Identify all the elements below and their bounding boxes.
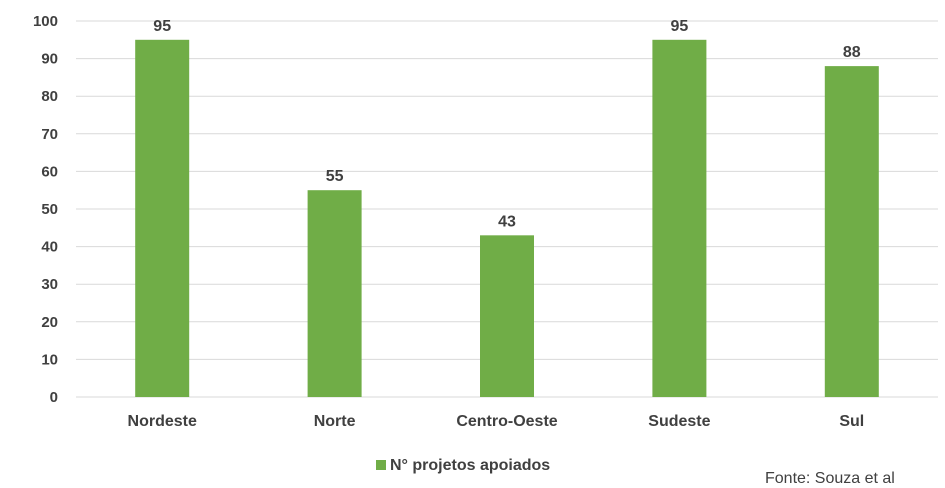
data-label: 88 <box>843 44 861 61</box>
y-tick-label: 60 <box>41 163 58 180</box>
y-tick-label: 0 <box>50 389 58 406</box>
x-axis-categories: Nordeste Norte Centro-Oeste Sudeste Sul <box>128 413 865 430</box>
x-category-label: Nordeste <box>128 413 197 430</box>
data-label: 43 <box>498 213 516 230</box>
bar <box>480 235 534 397</box>
data-label: 95 <box>671 18 689 35</box>
x-category-label: Sul <box>839 413 864 430</box>
y-tick-label: 40 <box>41 239 58 256</box>
source-note: Fonte: Souza et al <box>765 470 895 487</box>
bar <box>307 190 362 397</box>
data-label: 55 <box>326 168 344 185</box>
y-axis-ticks: 0 10 20 30 40 50 60 70 80 90 100 <box>33 13 58 406</box>
data-labels: 95 55 43 95 88 <box>153 18 860 231</box>
legend-swatch <box>376 460 386 470</box>
bars <box>135 39 879 398</box>
legend-label: N° projetos apoiados <box>390 457 550 474</box>
bar <box>135 39 190 398</box>
y-tick-label: 70 <box>41 126 58 143</box>
y-tick-label: 90 <box>41 51 58 68</box>
bar <box>824 66 879 398</box>
y-tick-label: 20 <box>41 314 58 331</box>
y-tick-label: 10 <box>41 351 58 368</box>
y-tick-label: 100 <box>33 13 58 30</box>
y-tick-label: 30 <box>41 276 58 293</box>
x-category-label: Norte <box>314 413 356 430</box>
x-category-label: Sudeste <box>648 413 710 430</box>
x-category-label: Centro-Oeste <box>456 413 557 430</box>
data-label: 95 <box>153 18 171 35</box>
y-tick-label: 80 <box>41 88 58 105</box>
legend: N° projetos apoiados <box>376 457 550 474</box>
bar <box>652 39 707 398</box>
y-tick-label: 50 <box>41 201 58 218</box>
